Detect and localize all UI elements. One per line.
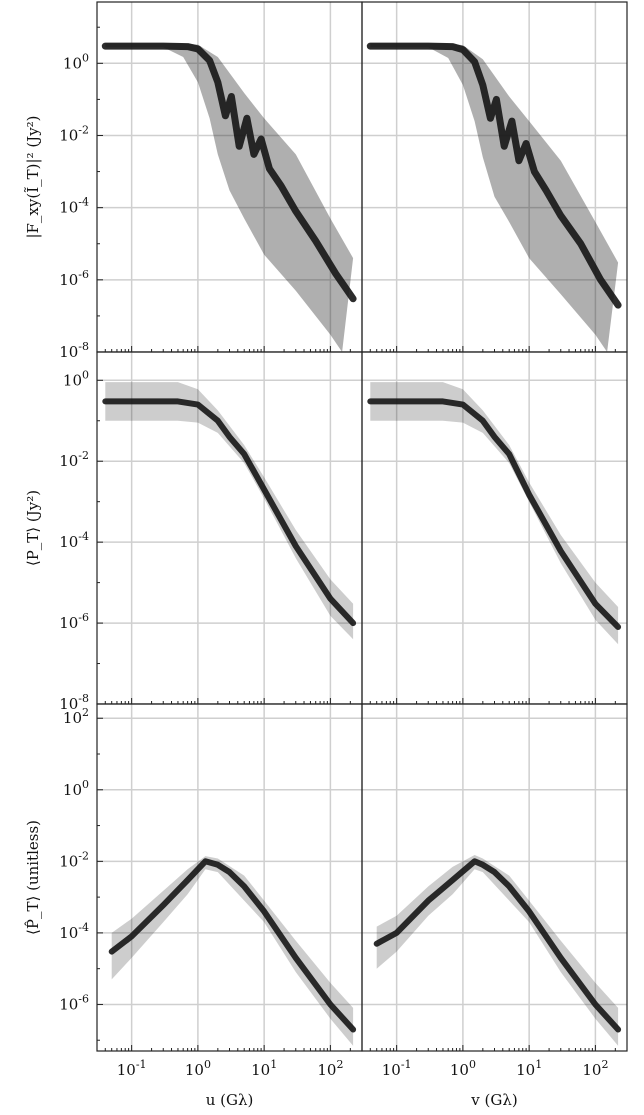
y-tick-label: 10-8 (59, 692, 89, 713)
series-band (105, 43, 354, 352)
series-line (373, 858, 622, 1033)
y-tick-label: 10-8 (59, 340, 89, 361)
x-tick-label: 100 (185, 1058, 211, 1079)
y-tick-label: 100 (63, 368, 89, 389)
x-axis-label-v: v (Gλ) (470, 1091, 517, 1109)
panel-2-u (97, 352, 362, 704)
series-line (367, 398, 622, 630)
y-axis-label: ⟨P_T⟩ (Jy²) (24, 490, 42, 566)
x-tick-label: 101 (251, 1058, 277, 1079)
x-axis-label-u: u (Gλ) (206, 1091, 254, 1109)
y-tick-label: 10-4 (59, 196, 89, 217)
series-band (370, 43, 619, 352)
panel-2-v (362, 352, 627, 704)
x-tick-label: 102 (317, 1058, 343, 1079)
series-line (366, 42, 622, 309)
y-tick-label: 10-4 (59, 530, 89, 551)
y-tick-label: 10-2 (59, 123, 89, 144)
axes-frames (96, 1, 628, 1052)
y-tick-label: 100 (63, 778, 89, 799)
y-tick-label: 10-2 (59, 449, 89, 470)
y-axis-label: ⟨P̂_T⟩ (unitless) (24, 820, 42, 935)
x-tick-label: 101 (516, 1058, 542, 1079)
y-axis-label: |F_xy(Ĩ_T)|² (Jy²) (24, 115, 42, 238)
y-tick-label: 10-4 (59, 921, 89, 942)
y-tick-label: 10-6 (59, 268, 89, 289)
panel-3-u (97, 704, 362, 1051)
series-band (111, 856, 354, 1046)
y-tick-label: 100 (63, 51, 89, 72)
y-tick-label: 10-2 (59, 849, 89, 870)
y-tick-label: 102 (63, 706, 89, 727)
y-tick-label: 10-6 (59, 992, 89, 1013)
x-tick-label: 10-1 (117, 1058, 147, 1079)
series-line (101, 42, 357, 303)
x-tick-label: 100 (450, 1058, 476, 1079)
y-tick-label: 10-6 (59, 611, 89, 632)
panel-1-v (362, 2, 627, 352)
series-line (108, 858, 357, 1033)
series-band (105, 382, 354, 640)
series-band (376, 855, 619, 1046)
panel-1-u (97, 2, 362, 352)
series-band (370, 382, 619, 645)
x-tick-label: 102 (582, 1058, 608, 1079)
x-tick-label: 10-1 (382, 1058, 412, 1079)
panel-3-v (362, 704, 627, 1051)
series-line (102, 398, 357, 627)
